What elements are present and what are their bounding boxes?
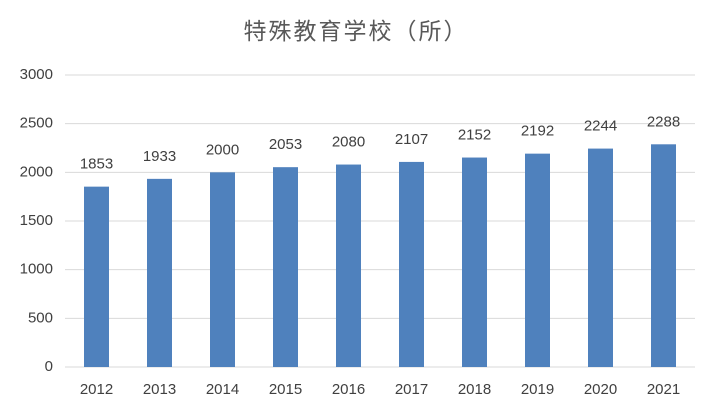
y-tick-label: 2500	[20, 115, 53, 132]
bar	[84, 186, 109, 367]
data-label: 2000	[206, 141, 239, 158]
bar	[525, 153, 550, 367]
x-tick-label: 2020	[584, 381, 617, 398]
y-tick-label: 3000	[20, 66, 53, 83]
x-tick-label: 2012	[80, 381, 113, 398]
bar	[588, 148, 613, 367]
chart-title: 特殊教育学校（所）	[244, 18, 469, 44]
bar	[210, 172, 235, 367]
bar	[399, 161, 424, 367]
data-label: 2192	[521, 123, 554, 140]
y-tick-label: 1500	[20, 212, 53, 229]
x-tick-label: 2016	[332, 381, 365, 398]
data-label: 2152	[458, 127, 491, 144]
data-label: 2080	[332, 134, 365, 151]
y-tick-label: 500	[28, 309, 53, 326]
bar	[462, 157, 487, 367]
data-label: 2288	[647, 113, 680, 130]
data-label: 2053	[269, 136, 302, 153]
y-tick-label: 1000	[20, 261, 53, 278]
x-tick-label: 2018	[458, 381, 491, 398]
x-tick-label: 2013	[143, 381, 176, 398]
data-label: 1933	[143, 148, 176, 165]
x-tick-label: 2015	[269, 381, 302, 398]
data-label: 1853	[80, 156, 113, 173]
bar	[651, 144, 676, 367]
data-label: 2107	[395, 131, 428, 148]
bar	[273, 167, 298, 367]
bar	[147, 178, 172, 367]
x-tick-label: 2019	[521, 381, 554, 398]
x-tick-label: 2021	[647, 381, 680, 398]
x-tick-label: 2014	[206, 381, 239, 398]
y-tick-label: 0	[45, 358, 53, 375]
data-label: 2244	[584, 118, 617, 135]
x-tick-label: 2017	[395, 381, 428, 398]
bar	[336, 164, 361, 367]
y-tick-label: 2000	[20, 163, 53, 180]
